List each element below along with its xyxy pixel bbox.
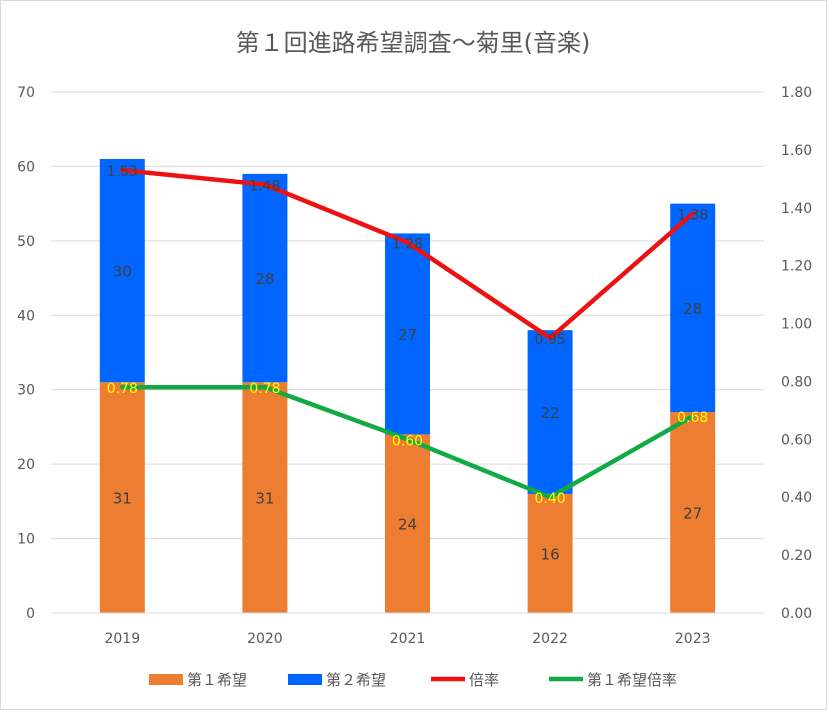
lines xyxy=(120,167,695,500)
chart-title: 第１回進路希望調査～菊里(音楽) xyxy=(236,29,591,57)
line-value-label: 0.60 xyxy=(392,433,423,449)
right-tick-label: 0.00 xyxy=(781,606,812,622)
bar-second-choice xyxy=(385,233,430,435)
left-tick-label: 10 xyxy=(17,532,35,548)
right-tick-label: 1.40 xyxy=(781,201,812,217)
x-tick-label: 2021 xyxy=(390,631,426,647)
line-ratio xyxy=(120,167,695,341)
right-tick-label: 1.00 xyxy=(781,317,812,333)
right-tick-label: 1.80 xyxy=(781,85,812,101)
line-value-label: 0.40 xyxy=(535,491,566,507)
line-first-choice-ratio xyxy=(120,384,695,500)
bars xyxy=(99,158,716,613)
right-axis: 0.00 0.20 0.40 0.60 0.80 1.00 1.20 1.40 1.60 1.80 xyxy=(781,85,812,622)
right-tick-label: 0.60 xyxy=(781,432,812,448)
right-tick-label: 0.20 xyxy=(781,548,812,564)
bar-value-label: 24 xyxy=(398,516,417,534)
bar-first-choice xyxy=(670,412,716,613)
legend-label: 倍率 xyxy=(469,671,499,689)
bar-value-label: 27 xyxy=(398,326,417,344)
bar-second-choice xyxy=(99,158,145,383)
line-value-label: 1.53 xyxy=(107,164,138,180)
legend-swatch xyxy=(288,674,322,685)
legend-label: 第２希望 xyxy=(326,671,386,689)
bar-first-choice xyxy=(527,493,573,613)
bar-value-label: 31 xyxy=(113,490,132,508)
bar-second-choice xyxy=(242,173,288,383)
bar-value-label: 30 xyxy=(113,263,132,281)
bar-value-label: 27 xyxy=(683,505,702,523)
bar-value-label: 31 xyxy=(255,490,274,508)
line-value-label: 0.95 xyxy=(535,332,566,348)
line-value-label: 0.78 xyxy=(107,381,138,397)
left-tick-label: 0 xyxy=(26,606,35,622)
bar-first-choice xyxy=(99,382,145,613)
x-tick-label: 2022 xyxy=(532,631,568,647)
x-tick-label: 2023 xyxy=(675,631,711,647)
left-tick-label: 60 xyxy=(17,159,35,175)
x-axis: 2019 2020 2021 2022 2023 xyxy=(51,612,764,647)
legend-label: 第１希望 xyxy=(187,671,247,689)
bar-value-label: 28 xyxy=(255,270,274,288)
left-tick-label: 50 xyxy=(17,234,35,250)
line-value-label: 1.48 xyxy=(249,179,280,195)
right-tick-label: 1.60 xyxy=(781,143,812,159)
bar-value-label: 22 xyxy=(541,404,560,422)
data-labels: 31 31 24 16 27 30 28 27 22 28 1.53 1.48 1.28 0.95 1.38… xyxy=(107,164,709,563)
bar-second-choice xyxy=(670,203,716,413)
left-tick-label: 30 xyxy=(17,383,35,399)
right-tick-label: 0.40 xyxy=(781,490,812,506)
line-value-label: 1.38 xyxy=(677,208,708,224)
legend-swatch xyxy=(149,674,183,685)
left-tick-label: 40 xyxy=(17,308,35,324)
right-tick-label: 0.80 xyxy=(781,374,812,390)
legend-label: 第１希望倍率 xyxy=(587,671,677,689)
bar-first-choice xyxy=(385,434,430,613)
left-tick-label: 70 xyxy=(17,85,35,101)
line-value-label: 1.28 xyxy=(392,237,423,253)
left-axis: 0 10 20 30 40 50 60 70 xyxy=(17,85,35,622)
bar-value-label: 28 xyxy=(683,300,702,318)
bar-value-label: 16 xyxy=(541,545,560,563)
bar-second-choice xyxy=(527,330,573,494)
bar-first-choice xyxy=(242,382,288,613)
x-tick-label: 2020 xyxy=(247,631,283,647)
left-tick-label: 20 xyxy=(17,457,35,473)
legend: 第１希望 第２希望 倍率 第１希望倍率 xyxy=(149,671,677,689)
right-tick-label: 1.20 xyxy=(781,259,812,275)
line-value-label: 0.78 xyxy=(249,381,280,397)
x-tick-label: 2019 xyxy=(104,631,140,647)
line-value-label: 0.68 xyxy=(677,410,708,426)
